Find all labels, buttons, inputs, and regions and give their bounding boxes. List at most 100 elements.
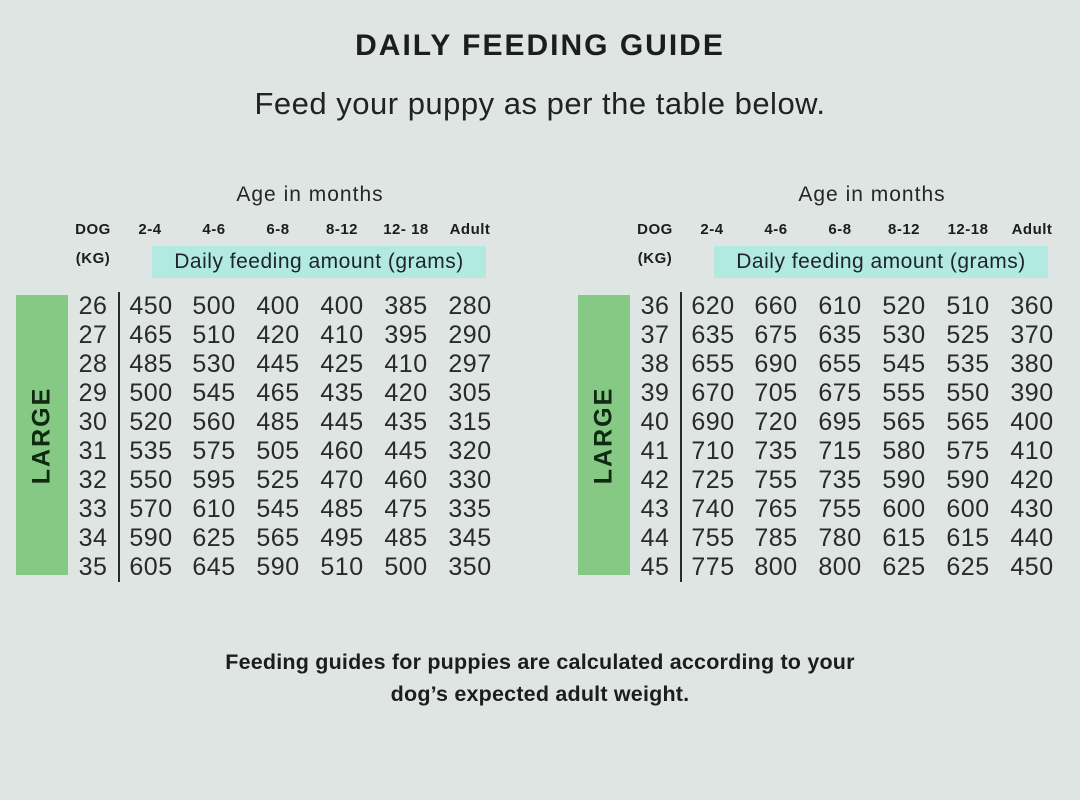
amount-cell: 670 [680, 379, 744, 408]
amount-cell: 690 [754, 350, 798, 378]
feeding-amount-band: Daily feeding amount (grams) [152, 246, 486, 278]
dog-header-label: DOG [75, 220, 111, 238]
amount-cell: 590 [946, 466, 990, 494]
amount-cell: 580 [882, 437, 926, 465]
footer-note: Feeding guides for puppies are calculate… [16, 646, 1064, 710]
kg-cell: 30 [78, 408, 108, 436]
amount-cell: 445 [320, 408, 364, 436]
amount-cell: 320 [448, 437, 492, 465]
kg-cell: 35 [78, 553, 108, 581]
amount-cell: 420 [256, 321, 300, 349]
kg-cell: 29 [78, 379, 108, 407]
amount-cell: 370 [1010, 321, 1054, 349]
page-title: DAILY FEEDING GUIDE [355, 29, 725, 62]
amount-cell: 775 [680, 553, 744, 582]
amount-cell: 755 [818, 495, 862, 523]
amount-cell: 735 [754, 437, 798, 465]
amount-cell: 625 [192, 524, 236, 552]
amount-cell: 620 [680, 292, 744, 321]
kg-cell: 40 [640, 408, 670, 436]
amount-cell: 495 [320, 524, 364, 552]
amount-cell: 690 [680, 408, 744, 437]
amount-cell: 615 [946, 524, 990, 552]
footer-line-2: dog’s expected adult weight. [390, 682, 690, 706]
kg-cell: 44 [640, 524, 670, 552]
age-column-header: Adult [449, 220, 491, 238]
amount-cell: 725 [680, 466, 744, 495]
amount-cell: 420 [384, 379, 428, 407]
amount-cell: 485 [320, 495, 364, 523]
amount-cell: 420 [1010, 466, 1054, 494]
feeding-amount-band: Daily feeding amount (grams) [714, 246, 1048, 278]
kg-header-label: (KG) [75, 250, 111, 267]
amount-cell: 510 [192, 321, 236, 349]
amount-cell: 360 [1010, 292, 1054, 320]
amount-cell: 550 [118, 466, 182, 495]
amount-cell: 470 [320, 466, 364, 494]
amount-cell: 705 [754, 379, 798, 407]
size-band-label: LARGE [589, 386, 618, 484]
amount-cell: 410 [384, 350, 428, 378]
amount-cell: 755 [680, 524, 744, 553]
amount-cell: 465 [118, 321, 182, 350]
size-band: LARGE [578, 295, 630, 575]
amount-cell: 445 [256, 350, 300, 378]
amount-cell: 400 [256, 292, 300, 320]
kg-cell: 33 [78, 495, 108, 523]
amount-cell: 350 [448, 553, 492, 581]
age-in-months-label: Age in months [236, 183, 384, 206]
amount-cell: 500 [118, 379, 182, 408]
amount-cell: 625 [882, 553, 926, 581]
amount-cell: 635 [680, 321, 744, 350]
amount-cell: 500 [192, 292, 236, 320]
amount-cell: 560 [192, 408, 236, 436]
amount-cell: 555 [882, 379, 926, 407]
amount-cell: 475 [384, 495, 428, 523]
footer-line-1: Feeding guides for puppies are calculate… [225, 650, 855, 674]
amount-cell: 660 [754, 292, 798, 320]
amount-cell: 735 [818, 466, 862, 494]
age-column-header: 12-18 [947, 220, 989, 238]
amount-cell: 345 [448, 524, 492, 552]
amount-cell: 510 [946, 292, 990, 320]
amount-cell: 785 [754, 524, 798, 552]
amount-cell: 485 [118, 350, 182, 379]
size-band: LARGE [16, 295, 68, 575]
amount-cell: 740 [680, 495, 744, 524]
amount-cell: 575 [192, 437, 236, 465]
amount-cell: 530 [192, 350, 236, 378]
page-subtitle: Feed your puppy as per the table below. [254, 86, 826, 121]
amount-cell: 780 [818, 524, 862, 552]
amount-cell: 535 [946, 350, 990, 378]
amount-cell: 485 [256, 408, 300, 436]
amount-cell: 695 [818, 408, 862, 436]
tables-container: Age in months DOG 2-4 4-6 6-8 8-12 12- 18 Adult… [16, 176, 1064, 582]
kg-cell: 32 [78, 466, 108, 494]
amount-cell: 450 [1010, 553, 1054, 581]
amount-cell: 610 [818, 292, 862, 320]
amount-cell: 605 [118, 553, 182, 582]
age-column-header: 2-4 [700, 220, 724, 238]
amount-cell: 590 [882, 466, 926, 494]
amount-cell: 545 [882, 350, 926, 378]
amount-cell: 635 [818, 321, 862, 349]
kg-cell: 37 [640, 321, 670, 349]
amount-cell: 625 [946, 553, 990, 581]
amount-cell: 600 [946, 495, 990, 523]
amount-cell: 465 [256, 379, 300, 407]
amount-cell: 385 [384, 292, 428, 320]
amount-cell: 297 [448, 350, 492, 378]
amount-cell: 435 [320, 379, 364, 407]
amount-cell: 335 [448, 495, 492, 523]
feeding-table-36-45: Age in months DOG 2-4 4-6 6-8 8-12 12-18 Adult (… [578, 176, 1064, 582]
amount-cell: 675 [754, 321, 798, 349]
amount-cell: 485 [384, 524, 428, 552]
amount-cell: 280 [448, 292, 492, 320]
amount-cell: 440 [1010, 524, 1054, 552]
feeding-table-26-35: Age in months DOG 2-4 4-6 6-8 8-12 12- 18 Adult… [16, 176, 502, 582]
amount-cell: 655 [818, 350, 862, 378]
amount-cell: 570 [118, 495, 182, 524]
age-in-months-label: Age in months [798, 183, 946, 206]
amount-cell: 445 [384, 437, 428, 465]
